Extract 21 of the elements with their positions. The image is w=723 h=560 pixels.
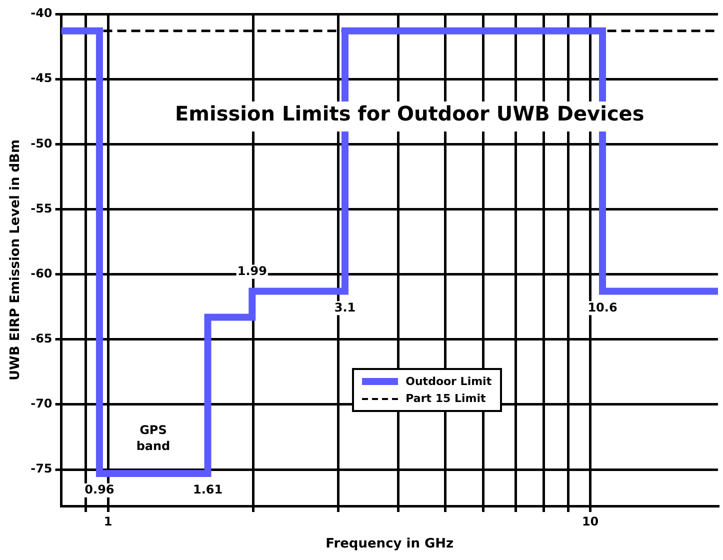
y-tick-label: -40 xyxy=(30,6,52,20)
x-tick-label: 10 xyxy=(582,514,599,528)
y-tick-label: -50 xyxy=(30,136,52,150)
y-tick-label: -70 xyxy=(30,396,52,411)
y-tick-label: -60 xyxy=(30,266,52,280)
x-axis-title: Frequency in GHz xyxy=(326,536,454,552)
annotation: 3.1 xyxy=(334,300,356,314)
annotation: 0.96 xyxy=(84,482,114,497)
y-tick-label: -65 xyxy=(30,332,52,346)
annotation: 10.6 xyxy=(588,300,618,314)
y-axis-title: UWB EIRP Emission Level in dBm xyxy=(8,139,24,381)
annotation: GPS band xyxy=(136,423,170,454)
annotation: 1.61 xyxy=(192,482,223,497)
y-tick-label: -45 xyxy=(30,71,52,86)
x-tick-label: 1 xyxy=(104,514,112,528)
annotation: 1.99 xyxy=(237,264,267,278)
text: Emission Limits for Outdoor UWB Devices xyxy=(175,102,644,126)
y-tick-label: -75 xyxy=(30,462,52,476)
legend-label: Part 15 Limit xyxy=(406,392,486,405)
legend-label: Outdoor Limit xyxy=(406,375,492,388)
y-tick-label: -55 xyxy=(30,201,52,216)
